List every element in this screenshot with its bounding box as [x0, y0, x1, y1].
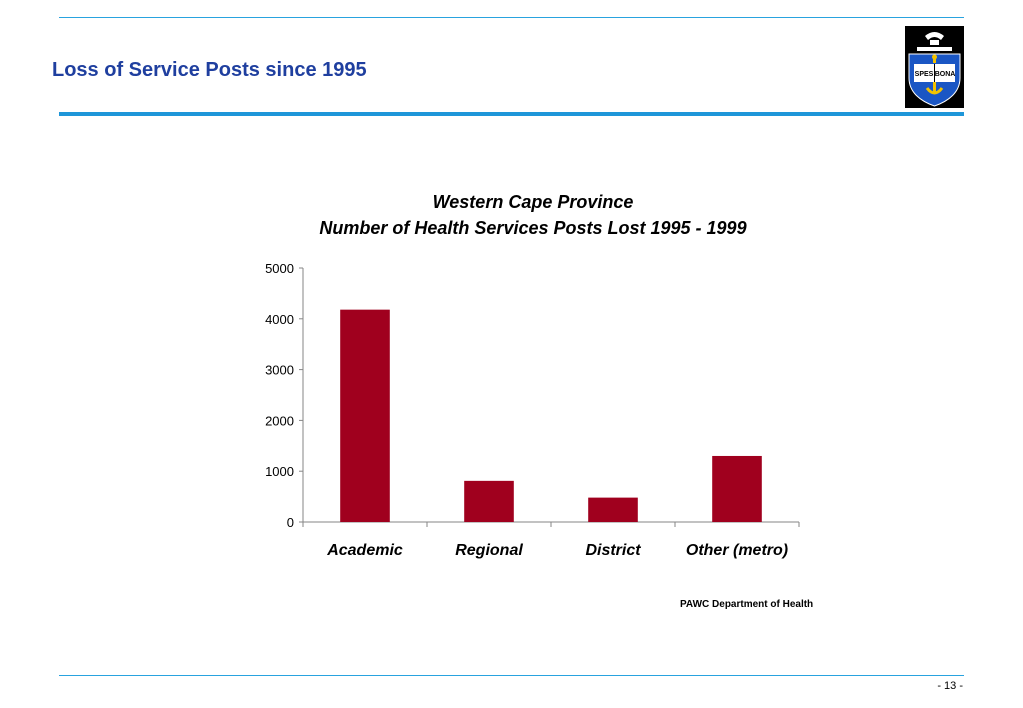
y-tick-label: 3000 [265, 363, 294, 378]
bar [588, 497, 638, 522]
source-note: PAWC Department of Health [680, 599, 814, 610]
header-rule [59, 17, 964, 18]
page-number: - 13 - [937, 680, 963, 692]
bar [712, 455, 762, 522]
crest-text-left: SPES [915, 71, 934, 78]
x-tick-label: Academic [326, 542, 403, 559]
x-tick-label: Regional [455, 542, 523, 559]
bar [464, 480, 514, 522]
slide-title: Loss of Service Posts since 1995 [52, 59, 367, 81]
y-tick-label: 4000 [265, 312, 294, 327]
bar [340, 309, 390, 522]
y-tick-label: 2000 [265, 413, 294, 428]
university-crest-icon: SPES BONA [905, 26, 964, 108]
y-tick-label: 0 [287, 515, 294, 530]
footer-rule [59, 675, 964, 676]
chart-title: Western Cape Province Number of Health S… [230, 189, 836, 241]
header-thick-rule [59, 112, 964, 116]
x-tick-label: Other (metro) [686, 542, 788, 559]
x-tick-label: District [585, 542, 641, 559]
y-tick-label: 1000 [265, 464, 294, 479]
chart-title-line-1: Western Cape Province [432, 192, 634, 212]
y-tick-label: 5000 [265, 261, 294, 276]
crest-text-right: BONA [935, 71, 956, 78]
chart-title-line-2: Number of Health Services Posts Lost 199… [319, 218, 747, 238]
